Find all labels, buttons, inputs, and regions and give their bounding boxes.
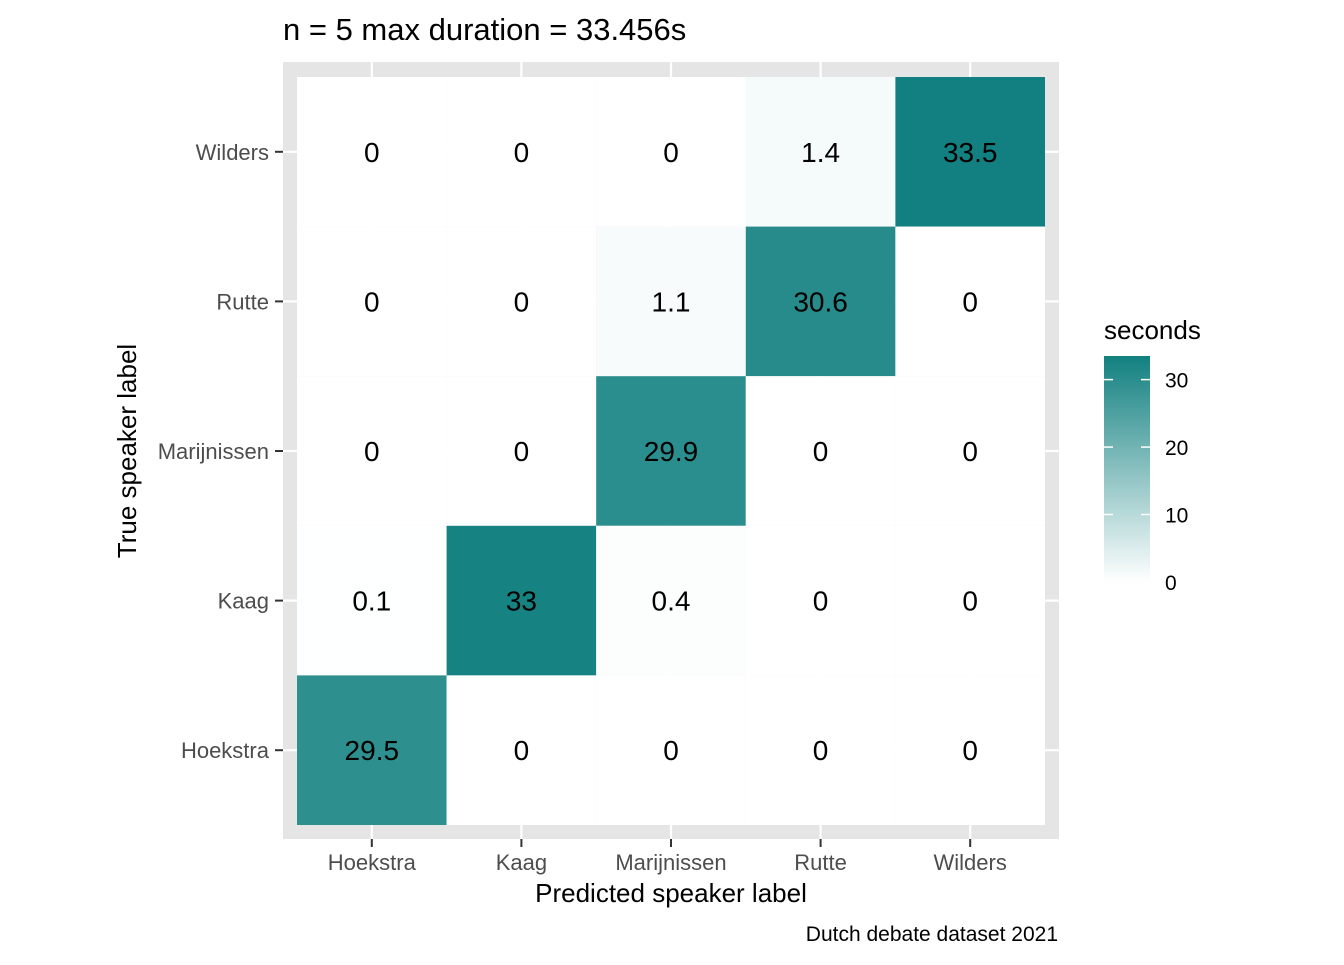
tile-value-label: 0 [962,586,978,617]
heatmap-tile-marijnissen-hoekstra [297,376,447,526]
legend-tick-label: 30 [1165,370,1188,393]
heatmap-tile-marijnissen-kaag [446,376,597,526]
tile-value-label: 0 [813,436,829,467]
color-legend: seconds 0 10 20 30 [1104,315,1201,595]
tile-value-label: 0 [364,436,380,467]
tile-value-label: 1.4 [801,137,840,168]
heatmap-tile-kaag-rutte [745,525,896,676]
legend-colorbar [1104,356,1150,582]
legend-tick-label: 0 [1165,572,1177,595]
tile-value-label: 0 [663,735,679,766]
tile-value-label: 0 [514,735,530,766]
heatmap-tile-hoekstra-kaag [446,675,597,825]
tile-value-label: 0 [663,137,679,168]
y-tick-label-marijnissen: Marijnissen [158,439,269,464]
chart-title: n = 5 max duration = 33.456s [283,12,686,47]
heatmap-tile-hoekstra-wilders [895,675,1045,825]
y-tick-label-wilders: Wilders [196,140,269,165]
heatmap-tile-wilders-rutte [745,77,896,227]
tile-value-label: 1.1 [652,286,691,317]
heatmap-tile-rutte-wilders [895,226,1045,377]
heatmap-tile-rutte-hoekstra [297,226,447,377]
tile-value-label: 0 [514,436,530,467]
heatmap-tile-wilders-hoekstra [297,77,447,227]
heatmap-tile-wilders-wilders [895,77,1045,227]
tile-value-label: 0 [962,436,978,467]
tile-value-label: 0 [813,735,829,766]
tile-value-label: 0.1 [352,586,391,617]
tile-value-label: 0 [962,286,978,317]
y-axis: Hoekstra Kaag Marijnissen Rutte Wilders [158,140,283,763]
tile-value-label: 29.9 [644,436,699,467]
x-tick-label-rutte: Rutte [794,850,847,875]
x-tick-label-wilders: Wilders [934,850,1007,875]
x-tick-label-kaag: Kaag [496,850,547,875]
heatmap-tile-wilders-kaag [446,77,597,227]
heatmap-tile-hoekstra-hoekstra [297,675,447,825]
chart-caption: Dutch debate dataset 2021 [806,923,1058,946]
x-tick-label-marijnissen: Marijnissen [615,850,726,875]
legend-title: seconds [1104,315,1201,345]
y-axis-label: True speaker label [112,344,142,558]
x-axis-label: Predicted speaker label [535,878,807,908]
y-tick-label-hoekstra: Hoekstra [181,738,270,763]
x-axis: Hoekstra Kaag Marijnissen Rutte Wilders [328,839,1007,875]
tile-value-label: 0 [962,735,978,766]
tile-value-label: 0 [514,286,530,317]
heatmap-tile-wilders-marijnissen [596,77,746,227]
tile-value-label: 0 [813,586,829,617]
heatmap-tile-marijnissen-marijnissen [596,376,746,526]
y-tick-label-rutte: Rutte [216,289,269,314]
y-tick-label-kaag: Kaag [218,589,269,614]
heatmap-tile-kaag-marijnissen [596,525,746,676]
tile-value-label: 0 [514,137,530,168]
heatmap-tile-kaag-kaag [446,525,597,676]
tile-value-label: 29.5 [345,735,400,766]
plot-panel: 0 0 0 1.4 33.5 0 0 1.1 30.6 0 0 0 29.9 0 0 0.1 33 0.4 0 0 29… [283,62,1059,839]
legend-tick-label: 10 [1165,505,1188,528]
legend-tick-label: 20 [1165,437,1188,460]
heatmap-tile-hoekstra-rutte [745,675,896,825]
tile-value-label: 30.6 [793,286,848,317]
heatmap-tile-rutte-rutte [745,226,896,377]
x-tick-label-hoekstra: Hoekstra [328,850,417,875]
heatmap-tile-rutte-kaag [446,226,597,377]
heatmap-tile-kaag-hoekstra [297,525,447,676]
tile-value-label: 33.5 [943,137,998,168]
heatmap-tile-marijnissen-wilders [895,376,1045,526]
heatmap-tile-marijnissen-rutte [745,376,896,526]
heatmap-tile-hoekstra-marijnissen [596,675,746,825]
tile-value-label: 0.4 [652,586,691,617]
tile-value-label: 33 [506,586,537,617]
heatmap-tile-kaag-wilders [895,525,1045,676]
tile-value-label: 0 [364,137,380,168]
tile-value-label: 0 [364,286,380,317]
heatmap-tile-rutte-marijnissen [596,226,746,377]
